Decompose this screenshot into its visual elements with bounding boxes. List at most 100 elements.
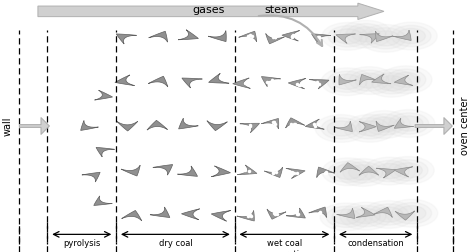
Polygon shape [356,207,375,217]
Polygon shape [310,80,329,89]
Polygon shape [340,163,360,172]
Polygon shape [209,73,229,83]
Polygon shape [211,166,230,177]
Circle shape [340,20,392,48]
Circle shape [328,71,367,92]
Circle shape [380,66,432,93]
Polygon shape [374,207,392,217]
Polygon shape [182,78,202,88]
Polygon shape [288,78,306,89]
Circle shape [365,69,418,97]
Circle shape [321,68,374,96]
Text: wet coal
evaporation
zone: wet coal evaporation zone [259,239,310,252]
Circle shape [350,118,390,139]
Polygon shape [96,147,115,157]
Circle shape [363,157,415,185]
Circle shape [328,26,368,47]
Circle shape [374,207,403,222]
Polygon shape [207,121,228,131]
Circle shape [369,161,409,182]
Circle shape [391,25,431,47]
Polygon shape [94,90,112,100]
Circle shape [315,115,367,142]
Text: dry coal: dry coal [158,239,192,248]
Polygon shape [309,207,327,217]
Circle shape [370,117,399,132]
Polygon shape [81,120,99,131]
Circle shape [383,110,435,137]
Polygon shape [115,75,135,86]
Circle shape [337,159,389,186]
Polygon shape [286,208,305,218]
Circle shape [344,114,396,142]
Polygon shape [394,118,414,128]
Polygon shape [394,167,413,177]
Circle shape [363,201,415,228]
Circle shape [382,156,434,184]
Polygon shape [237,165,257,175]
Text: oven center: oven center [460,97,471,155]
Circle shape [375,164,403,179]
Circle shape [397,28,425,44]
Polygon shape [261,118,279,129]
Polygon shape [337,208,355,218]
Circle shape [346,205,386,227]
Circle shape [394,163,422,178]
Text: steam: steam [264,5,300,15]
Polygon shape [305,119,324,129]
Circle shape [352,27,380,42]
Circle shape [369,204,409,225]
Polygon shape [264,167,283,177]
Polygon shape [339,74,356,85]
Circle shape [340,202,392,230]
Circle shape [326,206,366,227]
Circle shape [356,121,384,136]
Circle shape [366,28,406,49]
Polygon shape [148,76,168,87]
Polygon shape [359,166,379,175]
Text: wall: wall [2,116,12,136]
Polygon shape [372,74,391,84]
Polygon shape [393,30,411,41]
Circle shape [348,165,377,180]
Polygon shape [394,75,413,85]
Polygon shape [150,207,170,217]
Polygon shape [336,34,356,43]
FancyArrow shape [38,3,384,20]
Polygon shape [178,30,199,40]
Text: condensation
zone: condensation zone [347,239,404,252]
Text: pyrolysis
zone: pyrolysis zone [63,239,100,252]
Circle shape [333,74,362,89]
Circle shape [343,162,383,183]
Polygon shape [360,34,379,43]
Circle shape [386,199,438,227]
Polygon shape [262,77,281,86]
Polygon shape [116,34,137,44]
Polygon shape [376,168,396,178]
Circle shape [349,70,389,91]
Polygon shape [122,210,142,221]
Polygon shape [286,118,305,128]
Polygon shape [311,34,331,44]
Circle shape [358,111,410,138]
Polygon shape [153,165,173,175]
Circle shape [322,22,374,50]
Circle shape [321,118,361,139]
Polygon shape [286,168,305,178]
Polygon shape [376,121,394,132]
Polygon shape [117,121,137,131]
Circle shape [352,208,380,224]
Circle shape [398,206,426,221]
Circle shape [327,121,356,136]
Circle shape [322,158,374,186]
Polygon shape [237,210,254,221]
Polygon shape [179,118,198,129]
Polygon shape [239,31,256,42]
Polygon shape [395,211,415,220]
Circle shape [389,113,428,134]
Polygon shape [267,209,286,219]
Circle shape [332,209,360,224]
Polygon shape [94,196,112,205]
Circle shape [372,73,411,94]
Polygon shape [121,165,140,176]
